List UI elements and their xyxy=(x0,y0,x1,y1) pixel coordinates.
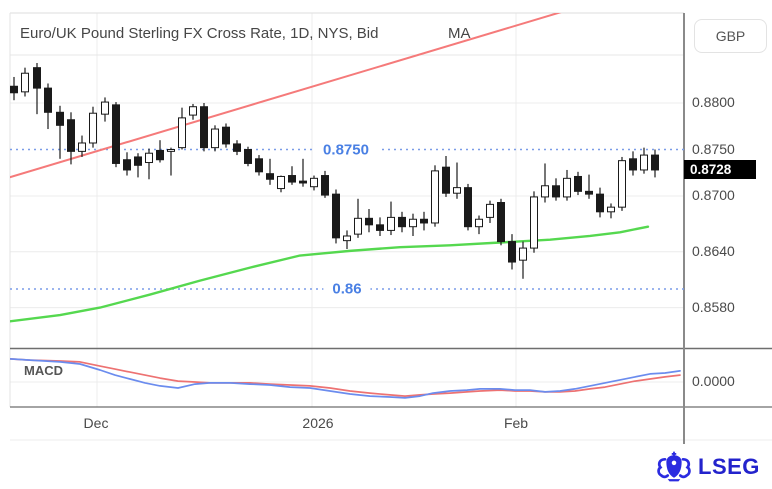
candle xyxy=(530,191,538,253)
candle xyxy=(354,198,362,238)
candle xyxy=(497,198,505,246)
candle xyxy=(101,97,109,122)
macd-zero-axis-label: 0.0000 xyxy=(692,373,735,389)
candle xyxy=(167,147,175,176)
time-axis-label: Dec xyxy=(83,415,109,431)
candle xyxy=(409,213,417,236)
candle xyxy=(255,155,263,176)
candle xyxy=(607,203,615,219)
candle xyxy=(552,178,560,201)
price-axis-label: 0.8580 xyxy=(692,298,735,315)
candle xyxy=(189,103,197,120)
candle xyxy=(89,106,97,148)
currency-button-label: GBP xyxy=(715,28,746,44)
candle xyxy=(365,209,373,233)
candle xyxy=(563,169,571,201)
candle xyxy=(44,83,52,130)
candle xyxy=(541,163,549,203)
candle xyxy=(56,105,64,159)
candle xyxy=(156,140,164,163)
currency-button[interactable]: GBP xyxy=(694,19,767,53)
candle xyxy=(629,151,637,176)
candle xyxy=(123,152,131,176)
candle xyxy=(134,153,142,178)
candle xyxy=(442,156,450,197)
price-axis-label: 0.8640 xyxy=(692,242,735,259)
candle xyxy=(178,107,186,150)
support-level-label-86: 0.86 xyxy=(323,280,371,298)
candle xyxy=(10,76,18,101)
support-level-label-8750: 0.8750 xyxy=(314,141,378,158)
candle xyxy=(464,183,472,231)
time-axis-label: Feb xyxy=(503,415,529,431)
candle xyxy=(387,201,395,236)
candle xyxy=(332,189,340,244)
price-axis-label: 0.8800 xyxy=(692,94,735,110)
candle xyxy=(475,215,483,235)
macd-panel-label: MACD xyxy=(24,363,63,378)
candle xyxy=(21,67,29,97)
candle xyxy=(343,230,351,250)
candle xyxy=(266,158,274,185)
candle xyxy=(200,103,208,152)
candle xyxy=(233,140,241,156)
candle xyxy=(310,175,318,191)
candle xyxy=(67,112,75,165)
candle xyxy=(244,146,252,167)
candle xyxy=(618,156,626,211)
last-price-badge: 0.8728 xyxy=(684,160,756,180)
candle xyxy=(112,102,120,168)
candle xyxy=(651,149,659,178)
candle xyxy=(78,135,86,157)
ma-overlay-label: MA xyxy=(448,25,471,42)
candle xyxy=(453,162,461,199)
candle xyxy=(299,158,307,187)
candle xyxy=(431,165,439,227)
candle xyxy=(486,200,494,223)
candle xyxy=(585,174,593,199)
price-axis-label: 0.8700 xyxy=(692,187,735,203)
candle xyxy=(574,171,582,196)
lseg-logo-text: LSEG xyxy=(698,453,760,479)
candle xyxy=(420,211,428,231)
candle xyxy=(321,170,329,198)
candle xyxy=(640,147,648,174)
candle xyxy=(33,63,41,115)
lseg-crest-icon xyxy=(657,451,691,482)
candle xyxy=(398,211,406,233)
price-axis-label: 0.8750 xyxy=(692,140,735,157)
chart-title: Euro/UK Pound Sterling FX Cross Rate, 1D… xyxy=(20,25,379,42)
candle xyxy=(277,175,285,193)
candle xyxy=(519,241,527,279)
lseg-logo: LSEG xyxy=(656,451,760,482)
time-axis-label: 2026 xyxy=(302,415,334,431)
candle xyxy=(211,125,219,152)
candle xyxy=(222,123,230,148)
candle xyxy=(288,166,296,185)
candle xyxy=(376,217,384,236)
candle xyxy=(508,234,516,270)
candle xyxy=(145,148,153,180)
candle xyxy=(596,187,604,218)
